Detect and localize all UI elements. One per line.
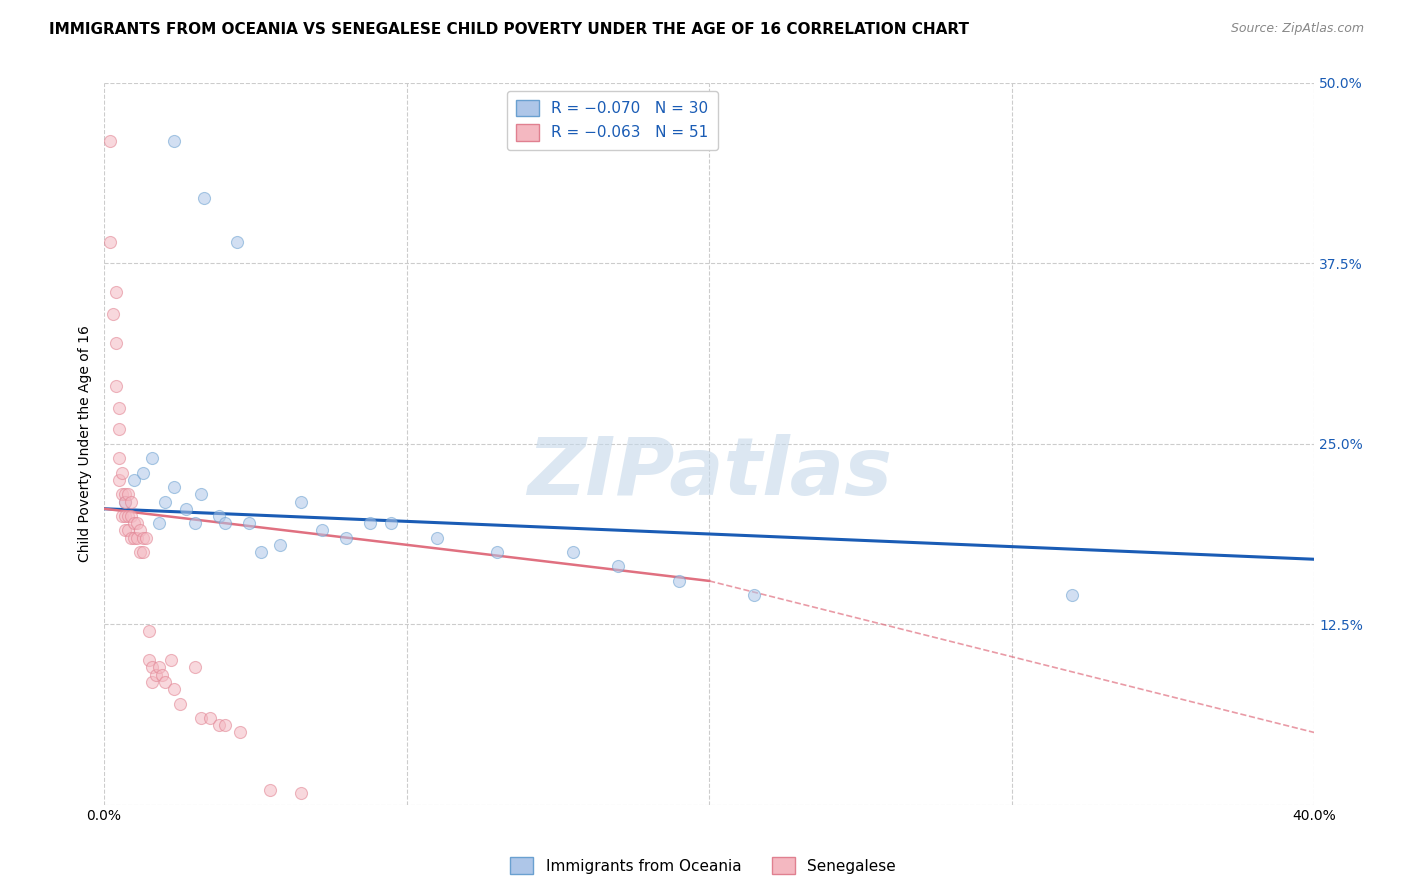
Point [190,711,212,725]
Point [359,516,381,531]
Point [153,494,176,508]
Point [138,653,160,667]
Point [114,524,136,538]
Point [259,783,281,797]
Y-axis label: Child Poverty Under the Age of 16: Child Poverty Under the Age of 16 [79,326,93,562]
Point [562,545,585,559]
Point [153,674,176,689]
Point [127,531,149,545]
Point [335,531,357,545]
Legend: R = −0.070   N = 30, R = −0.063   N = 51: R = −0.070 N = 30, R = −0.063 N = 51 [508,91,717,150]
Point [114,508,136,523]
Point [426,531,449,545]
Point [141,660,163,674]
Point [98,235,121,249]
Point [193,191,215,205]
Point [114,494,136,508]
Point [120,508,142,523]
Point [229,725,252,739]
Point [486,545,509,559]
Point [111,508,134,523]
Point [108,401,131,415]
Point [607,559,630,574]
Point [129,524,152,538]
Point [184,660,207,674]
Point [132,545,155,559]
Point [163,480,186,494]
Text: IMMIGRANTS FROM OCEANIA VS SENEGALESE CHILD POVERTY UNDER THE AGE OF 16 CORRELAT: IMMIGRANTS FROM OCEANIA VS SENEGALESE CH… [49,22,969,37]
Legend: Immigrants from Oceania, Senegalese: Immigrants from Oceania, Senegalese [505,851,901,880]
Point [124,516,146,531]
Point [668,574,690,588]
Point [226,235,249,249]
Point [214,718,236,732]
Point [238,516,260,531]
Point [129,545,152,559]
Text: Source: ZipAtlas.com: Source: ZipAtlas.com [1230,22,1364,36]
Point [132,466,155,480]
Point [311,524,333,538]
Point [184,516,207,531]
Point [105,379,128,393]
Point [108,451,131,466]
Point [141,674,163,689]
Point [208,508,231,523]
Point [148,660,170,674]
Point [190,487,212,501]
Point [114,487,136,501]
Text: ZIPatlas: ZIPatlas [527,434,891,512]
Point [111,487,134,501]
Point [105,335,128,350]
Point [380,516,402,531]
Point [208,718,231,732]
Point [250,545,273,559]
Point [744,588,766,602]
Point [120,494,142,508]
Point [101,307,124,321]
Point [214,516,236,531]
Point [1062,588,1084,602]
Point [117,524,139,538]
Point [174,501,197,516]
Point [159,653,181,667]
Point [117,508,139,523]
Point [163,134,186,148]
Point [127,516,149,531]
Point [169,697,191,711]
Point [198,711,221,725]
Point [114,494,136,508]
Point [141,451,163,466]
Point [135,531,157,545]
Point [105,285,128,300]
Point [290,494,312,508]
Point [148,516,170,531]
Point [163,682,186,697]
Point [150,667,173,681]
Point [108,422,131,436]
Point [108,473,131,487]
Point [290,786,312,800]
Point [124,473,146,487]
Point [98,134,121,148]
Point [111,466,134,480]
Point [145,667,167,681]
Point [269,538,291,552]
Point [132,531,155,545]
Point [138,624,160,639]
Point [120,531,142,545]
Point [117,487,139,501]
Point [124,531,146,545]
